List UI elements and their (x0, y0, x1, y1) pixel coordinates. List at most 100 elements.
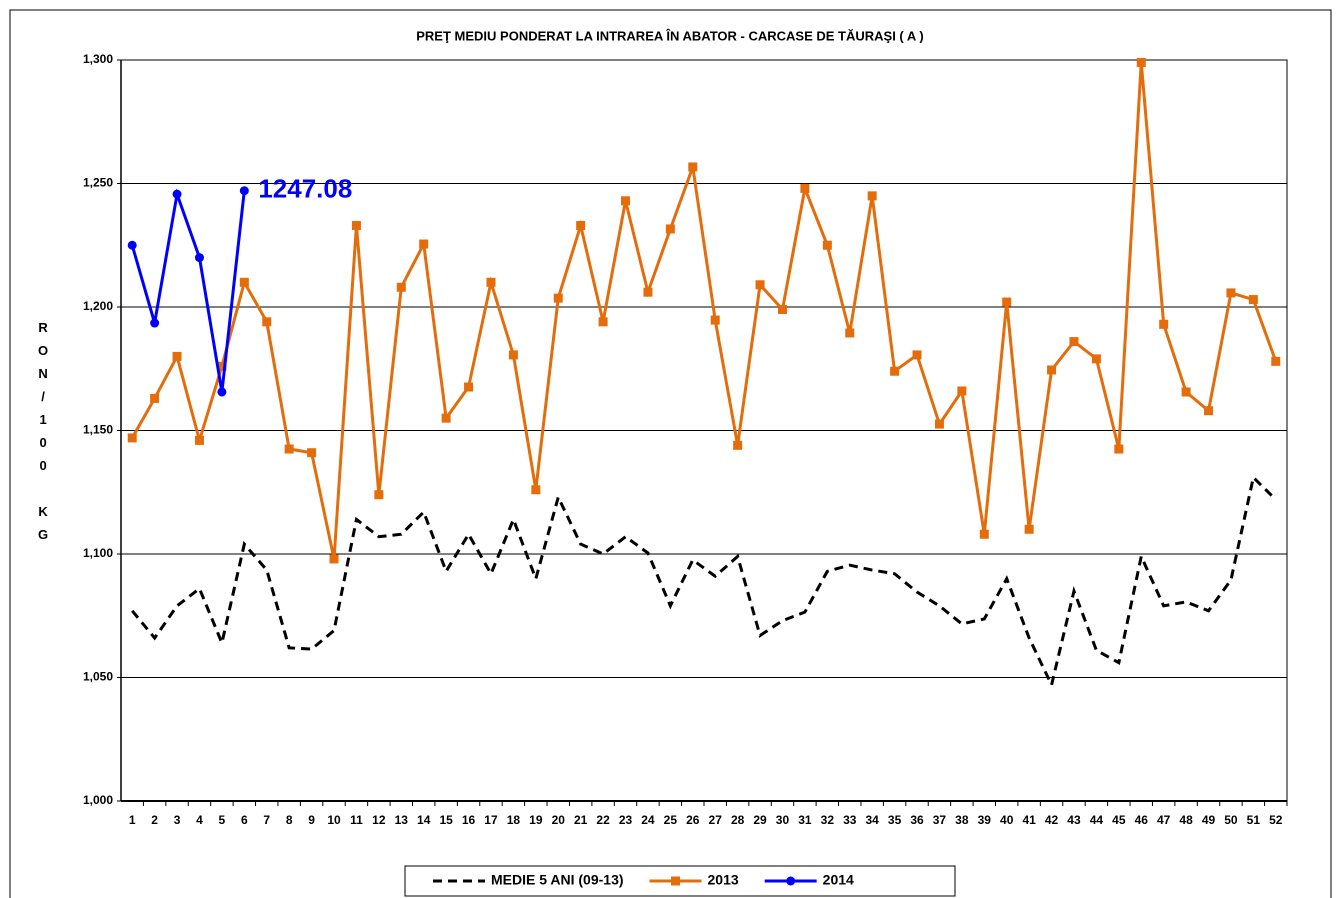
data-point (1248, 295, 1258, 305)
data-point (755, 280, 765, 290)
x-tick-label: 22 (596, 813, 610, 827)
series-line (130, 62, 1278, 560)
data-point (307, 448, 317, 458)
x-tick-label: 39 (978, 813, 992, 827)
data-point (329, 554, 339, 564)
data-point (217, 361, 227, 371)
x-tick-label: 8 (286, 813, 293, 827)
x-tick-label: 28 (731, 813, 745, 827)
x-tick-label: 46 (1135, 813, 1149, 827)
data-point (845, 328, 855, 338)
data-point (351, 220, 361, 230)
data-point (800, 183, 810, 193)
x-tick-label: 7 (263, 813, 270, 827)
x-tick-label: 13 (395, 813, 409, 827)
x-tick-label: 25 (664, 813, 678, 827)
annotation: 1247.08 (258, 174, 352, 204)
x-tick-label: 18 (507, 813, 521, 827)
x-tick-label: 19 (529, 813, 543, 827)
data-point (1047, 365, 1057, 375)
x-tick-label: 4 (196, 813, 203, 827)
x-tick-label: 52 (1269, 813, 1283, 827)
data-point (1226, 288, 1236, 298)
data-point (194, 253, 204, 263)
y-tick-label: 1,150 (83, 423, 113, 437)
x-tick-label: 32 (821, 813, 835, 827)
data-point (1159, 319, 1169, 329)
data-point (1024, 524, 1034, 534)
data-point (934, 419, 944, 429)
x-tick-label: 20 (552, 813, 566, 827)
y-tick-label: 1,300 (83, 52, 113, 66)
x-tick-label: 6 (241, 813, 248, 827)
data-point (441, 413, 451, 423)
y-tick-label: 1,250 (83, 176, 113, 190)
data-point (1114, 444, 1124, 454)
x-tick-label: 37 (933, 813, 947, 827)
data-point (671, 876, 681, 886)
data-point (621, 196, 631, 206)
x-tick-label: 36 (910, 813, 924, 827)
x-tick-label: 41 (1022, 813, 1036, 827)
series-line (130, 188, 246, 393)
data-point (777, 304, 787, 314)
data-point (576, 220, 586, 230)
data-point (665, 224, 675, 234)
data-point (912, 350, 922, 360)
data-point (786, 876, 796, 886)
x-tick-label: 16 (462, 813, 476, 827)
data-point (553, 293, 563, 303)
data-point (598, 317, 608, 327)
data-point (867, 191, 877, 201)
y-tick-label: 1,050 (83, 670, 113, 684)
x-tick-label: 49 (1202, 813, 1216, 827)
data-point (733, 440, 743, 450)
data-point (531, 485, 541, 495)
x-tick-label: 14 (417, 813, 431, 827)
data-point (1069, 337, 1079, 347)
x-tick-label: 12 (372, 813, 386, 827)
data-point (194, 435, 204, 445)
x-tick-label: 44 (1090, 813, 1104, 827)
data-point (419, 239, 429, 249)
x-tick-label: 48 (1179, 813, 1193, 827)
y-tick-label: 1,100 (83, 546, 113, 560)
series-line (131, 474, 1277, 690)
data-point (710, 315, 720, 325)
x-tick-label: 31 (798, 813, 812, 827)
data-point (127, 433, 137, 443)
data-point (486, 277, 496, 287)
data-point (1091, 354, 1101, 364)
x-tick-label: 11 (350, 813, 363, 827)
data-point (822, 240, 832, 250)
data-point (172, 351, 182, 361)
x-tick-label: 17 (484, 813, 498, 827)
x-tick-label: 45 (1112, 813, 1126, 827)
data-point (150, 318, 160, 328)
data-point (643, 287, 653, 297)
x-tick-label: 30 (776, 813, 790, 827)
data-point (1181, 387, 1191, 397)
legend-label: MEDIE 5 ANI (09-13) (491, 872, 624, 888)
y-tick-label: 1,200 (83, 299, 113, 313)
x-tick-label: 33 (843, 813, 857, 827)
data-point (172, 189, 182, 199)
x-tick-label: 23 (619, 813, 633, 827)
data-point (979, 529, 989, 539)
x-tick-label: 5 (219, 813, 226, 827)
x-tick-label: 43 (1067, 813, 1081, 827)
legend-label: 2013 (708, 872, 739, 888)
data-point (1271, 356, 1281, 366)
x-tick-label: 40 (1000, 813, 1014, 827)
x-tick-label: 3 (174, 813, 181, 827)
data-point (1002, 297, 1012, 307)
x-tick-label: 2 (151, 813, 158, 827)
data-point (217, 387, 227, 397)
x-tick-label: 35 (888, 813, 902, 827)
x-tick-label: 50 (1224, 813, 1238, 827)
y-tick-label: 1,000 (83, 793, 113, 807)
y-axis-label: RON/100 KG (36, 320, 51, 550)
data-point (374, 490, 384, 500)
chart-title: PREŢ MEDIU PONDERAT LA INTRAREA ÎN ABATO… (416, 28, 923, 43)
